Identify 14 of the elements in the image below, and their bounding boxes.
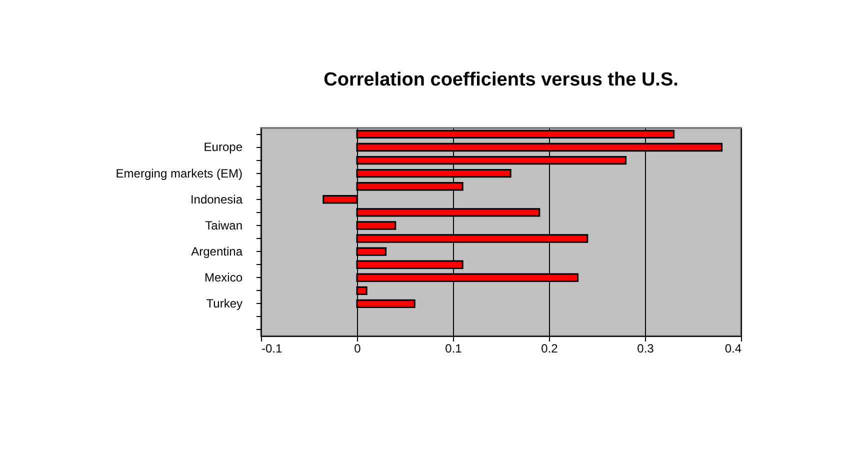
x-tick-label: 0.2	[541, 342, 558, 356]
y-tick-label: Mexico	[204, 270, 243, 285]
y-tick-label: Europe	[204, 140, 243, 154]
x-tick-label: 0.4	[724, 342, 742, 356]
x-tick-label: 0	[354, 342, 362, 356]
x-tick-label: 0.3	[637, 342, 654, 356]
y-tick-label: Emerging markets (EM)	[116, 166, 242, 180]
y-tick-label: Argentina	[191, 244, 243, 259]
y-tick-label: Turkey	[206, 296, 242, 311]
y-tick-label: Taiwan	[205, 218, 242, 232]
y-tick-label: Indonesia	[190, 192, 243, 206]
x-tick-label: 0.1	[445, 342, 462, 356]
chart-title: Correlation coefficients versus the U.S.	[324, 70, 678, 91]
x-tick-label: -0.1	[262, 342, 283, 356]
